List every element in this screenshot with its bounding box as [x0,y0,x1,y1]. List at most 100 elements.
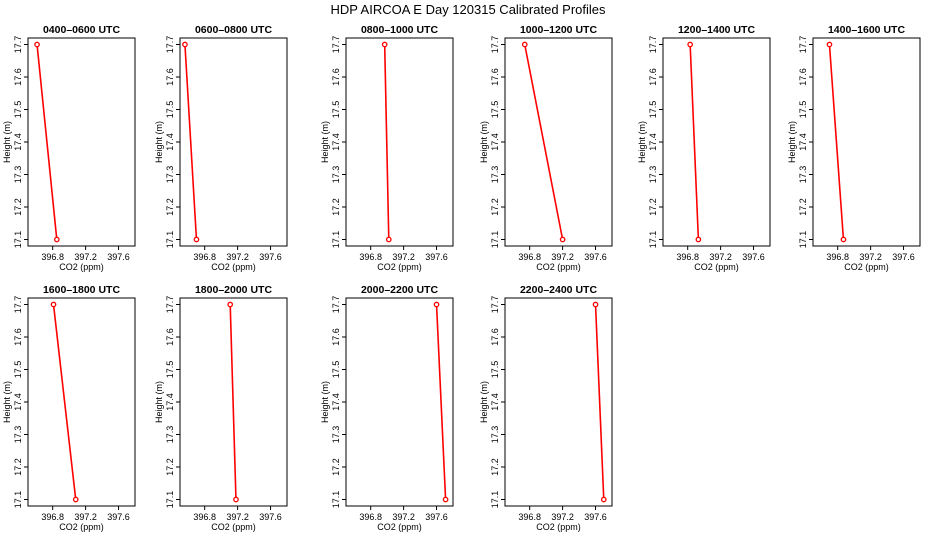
y-tick-label: 17.4 [13,393,23,411]
series-line [594,304,605,500]
y-tick-label: 17.1 [648,231,658,249]
x-axis-label: CO2 (ppm) [59,522,104,532]
y-axis-label: Height (m) [787,121,797,163]
y-tick-label: 17.5 [648,101,658,119]
y-tick-label: 17.3 [331,426,341,444]
y-tick-label: 17.1 [798,231,808,249]
y-axis-label: Height (m) [320,381,330,423]
series-line [689,44,700,240]
y-tick-label: 17.6 [13,68,23,86]
x-tick-label: 397.2 [74,512,97,522]
y-tick-label: 17.1 [490,231,500,249]
y-tick-label: 17.7 [165,36,175,54]
chart-panel: 1400–1600 UTC 396.8 397.2 397.6 17.1 17.2 17.3… [787,24,921,272]
series-line [828,44,845,240]
y-axis-label: Height (m) [320,121,330,163]
y-tick-label: 17.5 [13,101,23,119]
data-point [72,496,79,503]
y-tick-label: 17.5 [165,361,175,379]
x-tick-label: 396.8 [193,512,216,522]
x-tick-label: 397.2 [709,252,732,262]
y-tick-label: 17.6 [13,328,23,346]
x-tick-label: 397.2 [859,252,882,262]
data-point [53,236,60,243]
x-axis-label: CO2 (ppm) [694,262,739,272]
x-axis-label: CO2 (ppm) [536,522,581,532]
y-tick-label: 17.4 [798,133,808,151]
x-tick-label: 397.2 [392,252,415,262]
x-tick-label: 396.8 [41,252,64,262]
plot-frame [345,37,454,247]
y-tick-label: 17.3 [648,166,658,184]
series-line [36,44,58,240]
y-tick-label: 17.6 [331,68,341,86]
data-point [182,41,188,48]
data-point [840,236,847,243]
plot-frame [27,297,136,507]
y-tick-label: 17.4 [490,393,500,411]
chart-panel: 1000–1200 UTC 396.8 397.2 397.6 17.1 17.2 17.3… [479,24,613,272]
y-tick-label: 17.1 [490,491,500,509]
y-tick-label: 17.7 [331,36,341,54]
y-tick-label: 17.6 [490,68,500,86]
y-tick-label: 17.6 [165,328,175,346]
y-axis-label: Height (m) [637,121,647,163]
series-line [383,44,390,240]
x-tick-label: 397.2 [226,252,249,262]
x-tick-label: 397.2 [551,252,574,262]
y-axis-label: Height (m) [479,381,489,423]
x-tick-label: 397.2 [551,512,574,522]
x-axis-label: CO2 (ppm) [377,522,422,532]
y-tick-label: 17.2 [13,458,23,476]
panel-title: 1200–1400 UTC [678,24,755,36]
panel-title: 2200–2400 UTC [520,284,597,296]
y-tick-label: 17.1 [13,491,23,509]
plot-frame [179,37,288,247]
y-tick-label: 17.3 [490,166,500,184]
x-axis-label: CO2 (ppm) [536,262,581,272]
chart-panel: 2000–2200 UTC 396.8 397.2 397.6 17.1 17.2 17.3… [320,284,454,532]
x-tick-label: 397.6 [107,512,130,522]
y-tick-label: 17.7 [331,296,341,314]
panel-title: 1400–1600 UTC [828,24,905,36]
series-line [523,44,564,240]
y-tick-label: 17.1 [13,231,23,249]
series-line [184,44,198,240]
y-tick-label: 17.3 [798,166,808,184]
y-tick-label: 17.1 [165,231,175,249]
y-tick-label: 17.1 [331,231,341,249]
x-tick-label: 397.2 [392,512,415,522]
panel-title: 1800–2000 UTC [195,284,272,296]
y-tick-label: 17.7 [490,36,500,54]
y-tick-label: 17.5 [490,101,500,119]
y-tick-label: 17.6 [331,328,341,346]
panel-title: 0400–0600 UTC [43,24,120,36]
y-tick-label: 17.4 [331,133,341,151]
x-tick-label: 396.8 [826,252,849,262]
panel-title: 1600–1800 UTC [43,284,120,296]
data-point [233,496,239,503]
panel-title: 2000–2200 UTC [361,284,438,296]
series-line [52,304,77,500]
y-tick-label: 17.2 [331,458,341,476]
y-tick-label: 17.3 [13,426,23,444]
chart-panel: 0400–0600 UTC 396.8 397.2 397.6 17.1 17.2 17.3… [2,24,136,272]
y-axis-label: Height (m) [479,121,489,163]
y-tick-label: 17.3 [13,166,23,184]
y-tick-label: 17.4 [165,393,175,411]
chart-panel: 1200–1400 UTC 396.8 397.2 397.6 17.1 17.2 17.3… [637,24,771,272]
x-tick-label: 396.8 [359,252,382,262]
y-tick-label: 17.3 [331,166,341,184]
panels: 0400–0600 UTC 396.8 397.2 397.6 17.1 17.2 17.3… [2,24,921,532]
y-tick-label: 17.7 [648,36,658,54]
x-tick-label: 397.2 [226,512,249,522]
series-line [435,304,447,500]
y-tick-label: 17.2 [798,198,808,216]
x-tick-label: 397.6 [425,252,448,262]
x-tick-label: 397.6 [107,252,130,262]
y-tick-label: 17.5 [798,101,808,119]
y-tick-label: 17.7 [165,296,175,314]
chart-panel: 0800–1000 UTC 396.8 397.2 397.6 17.1 17.2 17.3… [320,24,454,272]
data-point [442,496,449,503]
